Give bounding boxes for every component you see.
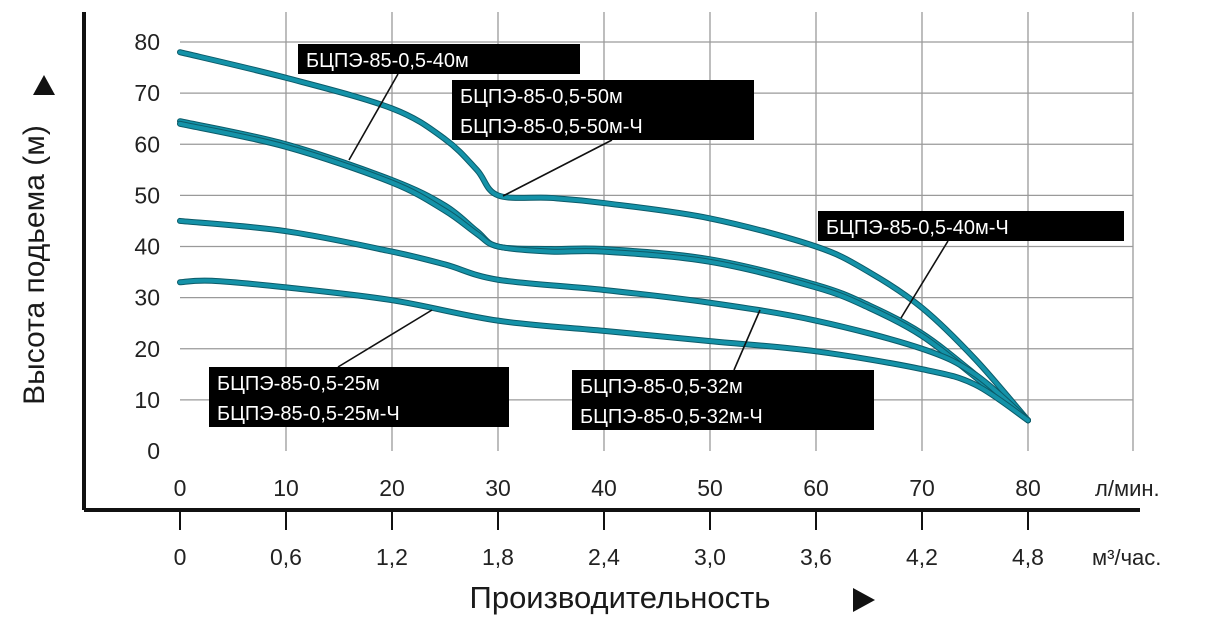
curve-labels: БЦПЭ-85-0,5-40мБЦПЭ-85-0,5-50мБЦПЭ-85-0,… (209, 44, 1124, 430)
curve-label-text: БЦПЭ-85-0,5-50м-Ч (460, 116, 643, 138)
y-tick-label: 70 (134, 80, 160, 106)
x-unit-bottom: м³/час. (1092, 545, 1161, 570)
curve-label: БЦПЭ-85-0,5-25м БЦПЭ-85-0,5-25м-Ч (209, 367, 509, 427)
x-tick-label: 50 (697, 475, 723, 501)
leader-line (337, 309, 433, 368)
y-axis-title-group: Высота подьема (м) (18, 125, 51, 405)
curve-label: БЦПЭ-85-0,5-40м (298, 44, 580, 74)
y-tick-label: 20 (134, 336, 160, 362)
y-tick-label: 40 (134, 234, 160, 260)
x2-tick-label: 4,8 (1012, 544, 1044, 570)
y-axis-arrow-icon (33, 75, 55, 95)
x2-tick-label: 0,6 (270, 544, 302, 570)
curve-label-box (818, 211, 1124, 241)
y-axis-title: Высота подьема (м) (18, 125, 51, 405)
curve-label-text: БЦПЭ-85-0,5-25м-Ч (217, 403, 400, 425)
y-tick-label: 0 (147, 438, 160, 464)
y-tick-label: 10 (134, 387, 160, 413)
y-tick-label: 50 (134, 182, 160, 208)
x-tick-label: 80 (1015, 475, 1041, 501)
x-tick-label: 70 (909, 475, 935, 501)
x2-tick-label: 3,6 (800, 544, 832, 570)
leader-line (348, 73, 399, 161)
curve-label-box (452, 80, 754, 140)
x2-tick-label: 1,2 (376, 544, 408, 570)
grid (180, 12, 1134, 451)
curve-label-box (209, 367, 509, 427)
curve-label: БЦПЭ-85-0,5-40м-Ч (818, 211, 1124, 241)
curve-label-box (572, 370, 874, 430)
leader-lines (337, 73, 949, 371)
x-axis-arrow-icon (853, 588, 875, 612)
leader-line (900, 240, 949, 319)
x2-tick-label: 0 (174, 544, 187, 570)
pump-curve-4 (178, 218, 1030, 423)
y-tick-label: 80 (134, 29, 160, 55)
pump-curve-5 (178, 278, 1030, 423)
x2-tick-label: 3,0 (694, 544, 726, 570)
pump-curve-3 (178, 121, 1030, 423)
y-tick-label: 60 (134, 131, 160, 157)
x-tick-label: 10 (273, 475, 299, 501)
x-tick-label: 20 (379, 475, 405, 501)
x-tick-label: 30 (485, 475, 511, 501)
x-tick-label: 60 (803, 475, 829, 501)
x2-tick-label: 2,4 (588, 544, 620, 570)
y-tick-label: 30 (134, 285, 160, 311)
curve-label-text: БЦПЭ-85-0,5-50м (460, 86, 623, 108)
x-unit-top: л/мин. (1095, 476, 1160, 501)
leader-line (733, 309, 761, 371)
curve-label-text: БЦПЭ-85-0,5-40м (306, 50, 469, 72)
curve-label-text: БЦПЭ-85-0,5-32м (580, 376, 743, 398)
x-tick-label: 40 (591, 475, 617, 501)
curve-label-box (298, 44, 580, 74)
leader-line (502, 139, 613, 197)
x2-tick-label: 4,2 (906, 544, 938, 570)
curve-label-text: БЦПЭ-85-0,5-40м-Ч (826, 217, 1009, 239)
x-tick-label: 0 (174, 475, 187, 501)
curve-label-text: БЦПЭ-85-0,5-32м-Ч (580, 406, 763, 428)
x2-tick-label: 1,8 (482, 544, 514, 570)
curve-label-text: БЦПЭ-85-0,5-25м (217, 373, 380, 395)
curve-label: БЦПЭ-85-0,5-32м БЦПЭ-85-0,5-32м-Ч (572, 370, 874, 430)
curves (177, 49, 1031, 424)
axes: 0102030405060708000100,6201,2301,8402,45… (82, 12, 1140, 570)
pump-curve-1 (178, 50, 1030, 423)
curve-label: БЦПЭ-85-0,5-50м БЦПЭ-85-0,5-50м-Ч (452, 80, 754, 140)
x-axis-title: Производительность (470, 580, 771, 615)
